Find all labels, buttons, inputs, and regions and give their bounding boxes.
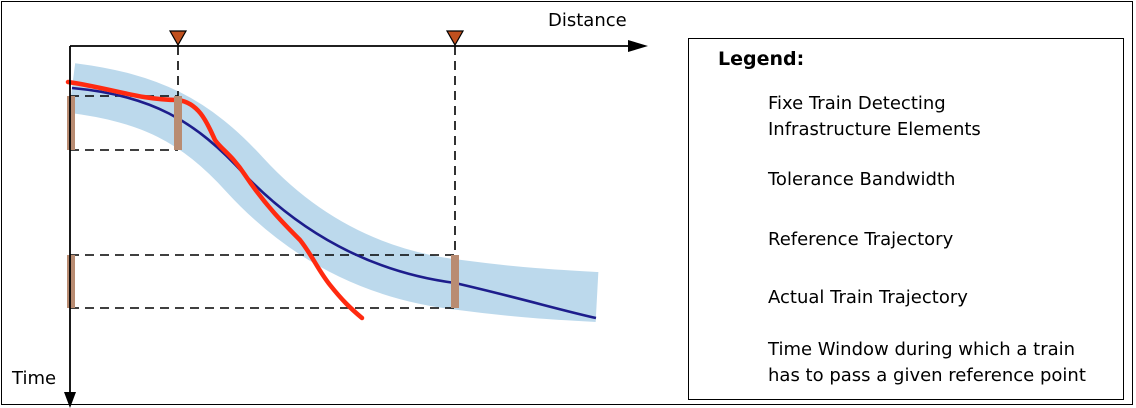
legend-item-window-line2: has to pass a given reference point — [768, 365, 1086, 386]
tolerance-band — [68, 63, 599, 322]
time-window-4 — [451, 255, 459, 308]
time-window-1 — [67, 96, 75, 150]
legend-box — [688, 38, 1124, 400]
time-window-3 — [67, 255, 75, 308]
y-axis-label: Time — [11, 368, 56, 389]
legend-item-actual: Actual Train Trajectory — [768, 287, 968, 308]
x-axis-label: Distance — [548, 10, 627, 31]
legend-item-tolerance: Tolerance Bandwidth — [768, 169, 956, 190]
legend-item-detector-line1: Fixe Train Detecting — [768, 93, 946, 114]
detector-marker-1 — [168, 30, 188, 47]
detector-marker-2 — [445, 30, 465, 47]
legend-title: Legend: — [718, 48, 805, 70]
legend-item-reference: Reference Trajectory — [768, 229, 954, 250]
distance-axis — [70, 40, 648, 52]
time-axis — [64, 46, 76, 408]
time-window-2 — [174, 96, 182, 150]
reference-trajectory — [71, 86, 597, 320]
legend-item-window-line1: Time Window during which a train — [768, 339, 1076, 360]
legend-item-detector-line2: Infrastructure Elements — [768, 119, 981, 140]
actual-trajectory — [65, 79, 365, 321]
